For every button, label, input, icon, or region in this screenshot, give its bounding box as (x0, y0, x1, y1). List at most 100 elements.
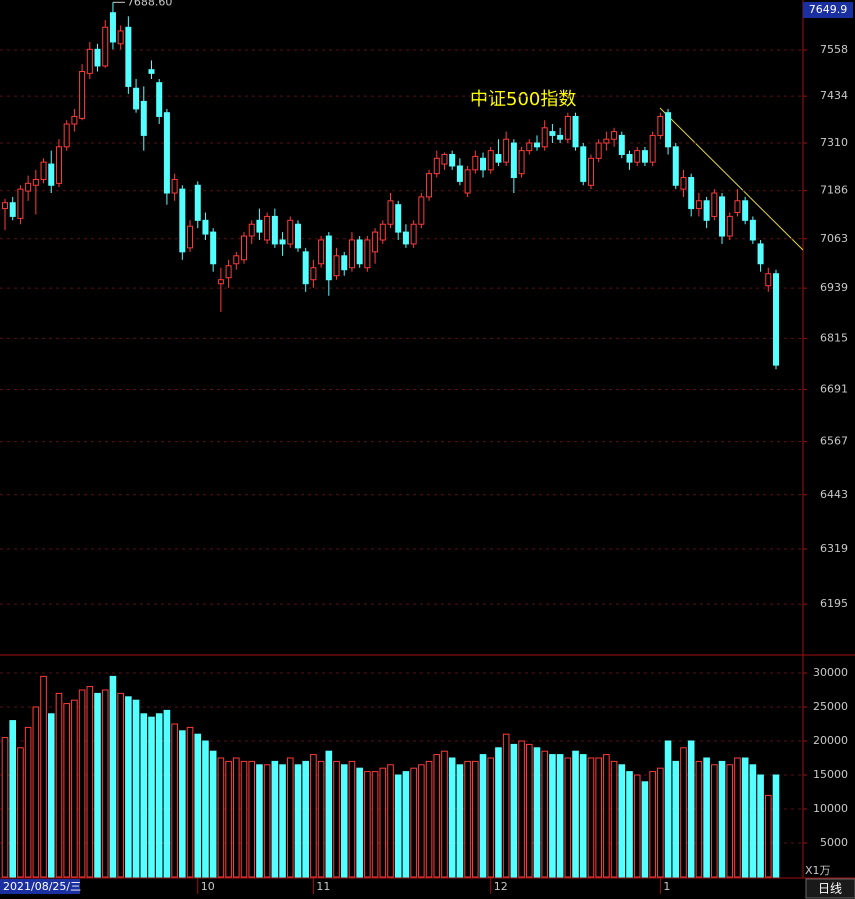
y-tick-label: 10000 (813, 802, 848, 815)
candle-body (2, 202, 8, 210)
volume-bar (155, 713, 163, 878)
volume-bar (356, 767, 363, 878)
volume-bar (448, 757, 456, 878)
y-tick-label: 6195 (820, 597, 848, 610)
candle-body (179, 188, 186, 253)
volume-bar (711, 764, 718, 878)
candle-body (611, 131, 618, 140)
volume-bar (78, 689, 86, 878)
y-tick-label: 6691 (820, 383, 848, 396)
candle-body (433, 157, 440, 175)
volume-bar (71, 699, 78, 878)
volume-bar (402, 771, 410, 878)
volume-bar (379, 767, 387, 878)
volume-bar (772, 774, 780, 878)
volume-bar (256, 764, 263, 878)
y-tick-label: 7063 (820, 232, 848, 245)
candle-body (86, 48, 93, 74)
volume-bar (1, 737, 9, 878)
candle-body (271, 215, 278, 245)
volume-bar (117, 692, 124, 878)
candle-body (657, 115, 664, 136)
volume-bar (179, 730, 186, 878)
candle-body (194, 184, 201, 221)
candle-body (248, 223, 255, 237)
volume-bar (340, 764, 348, 878)
candle-body (217, 279, 224, 285)
volume-bar (125, 696, 132, 878)
volume-bar (749, 764, 757, 878)
candle-body (287, 219, 294, 245)
volume-bar (472, 760, 479, 878)
candle-body (294, 223, 301, 249)
volume-bar (55, 692, 63, 878)
candle-body (48, 163, 55, 186)
volume-bar (294, 764, 302, 878)
volume-bar (549, 754, 556, 878)
candle-body (163, 112, 170, 194)
y-tick-label: 7186 (820, 184, 848, 197)
candle-body (603, 138, 610, 144)
volume-bar (741, 757, 749, 878)
candle-body (688, 177, 695, 210)
candle-body (418, 196, 425, 225)
candle-body (356, 239, 363, 265)
volume-bar (657, 767, 664, 878)
candle-body (133, 87, 140, 110)
candle-body (117, 30, 124, 45)
volume-bar (9, 720, 17, 878)
candle-body (541, 127, 548, 148)
volume-bar (333, 760, 340, 878)
y-tick-label: 6939 (820, 281, 848, 294)
volume-bar (418, 764, 425, 878)
chart-title: 中证500指数 (470, 89, 576, 110)
x-tick-label: 11 (316, 880, 330, 893)
candle-body (55, 146, 62, 184)
volume-bar (649, 771, 656, 878)
volume-bar (533, 747, 541, 878)
y-tick-label: 6567 (820, 435, 848, 448)
candle-body (518, 150, 525, 175)
volume-bar (47, 713, 55, 878)
volume-bar (764, 794, 772, 878)
volume-bar (371, 771, 379, 878)
period-label[interactable]: 日线 (818, 882, 842, 896)
volume-bar (171, 723, 178, 878)
y-tick-label: 6815 (820, 331, 848, 344)
volume-bar (310, 754, 317, 878)
candle-body (695, 200, 702, 210)
period-tab[interactable] (805, 878, 855, 899)
volume-bar (479, 754, 487, 878)
candle-body (595, 142, 602, 159)
candle-body (256, 219, 263, 233)
volume-bar (425, 760, 433, 878)
volume-bar (279, 764, 286, 878)
candle-body (734, 200, 741, 213)
candle-body (572, 115, 579, 148)
y-tick-label: 15000 (813, 768, 848, 781)
candle-body (711, 192, 718, 217)
volume-bar (726, 764, 734, 878)
candle-body (210, 231, 217, 265)
candle-body (441, 153, 448, 165)
candle-body (302, 251, 309, 285)
date-box (0, 879, 80, 894)
candle-body (241, 235, 248, 261)
candle-body (480, 157, 487, 171)
volume-bar (209, 750, 217, 878)
volume-bar (587, 757, 595, 878)
candle-body (464, 169, 471, 194)
candle-body (580, 146, 587, 182)
candle-body (333, 255, 340, 277)
volume-bar (672, 760, 680, 878)
volume-bar (518, 740, 525, 878)
volume-bar (217, 757, 225, 878)
volume-bar (63, 703, 70, 878)
volume-bar (271, 760, 279, 878)
candle-body (456, 165, 463, 182)
candle-body (749, 219, 756, 241)
candle-body (549, 131, 556, 136)
candle-body (225, 265, 232, 279)
volume-bar (495, 747, 502, 878)
volume-bar (101, 689, 109, 878)
